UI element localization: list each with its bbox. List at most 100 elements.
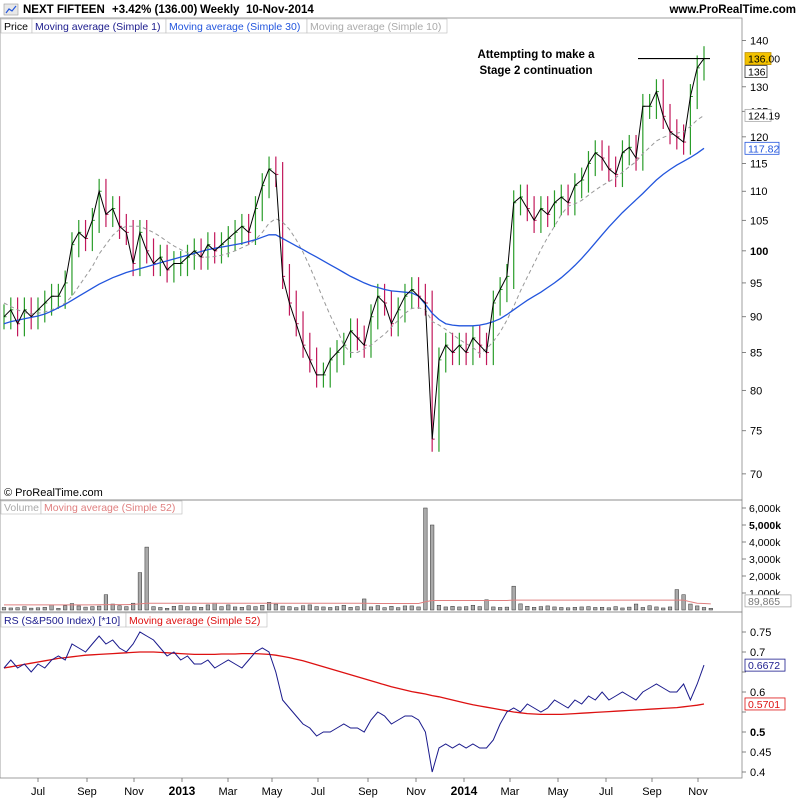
volume-bar — [212, 602, 217, 611]
price-tick-label: 120 — [750, 132, 768, 144]
x-tick-label: Jul — [311, 786, 325, 798]
chart-icon — [5, 5, 17, 14]
rs-panel-frame — [0, 611, 743, 779]
volume-bar — [233, 606, 238, 611]
volume-bar — [701, 607, 707, 611]
x-tick-label: Mar — [501, 786, 520, 798]
volume-bar — [307, 604, 312, 611]
volume-bar — [477, 606, 482, 611]
volume-bar — [518, 603, 523, 611]
legend-volume-ma: Moving average (Simple 52) — [44, 502, 175, 514]
volume-bar — [382, 607, 387, 611]
legend-rs-ma: Moving average (Simple 52) — [129, 615, 260, 627]
price-tick-label: 95 — [750, 278, 762, 290]
last-rs-ma-label: 0.5701 — [748, 699, 780, 711]
volume-bar — [226, 604, 231, 611]
volume-bar — [586, 606, 591, 611]
ma10-line — [3, 114, 705, 355]
volume-bar — [314, 606, 319, 611]
volume-bar — [552, 606, 557, 611]
volume-bar — [22, 606, 27, 611]
volume-bar — [260, 604, 265, 611]
volume-bar — [559, 607, 564, 611]
volume-bar — [491, 606, 496, 611]
volume-bar — [633, 603, 639, 611]
last-rs-label: 0.6672 — [748, 660, 780, 672]
volume-bar — [280, 605, 285, 611]
price-tick-label: 85 — [750, 347, 762, 359]
rs-tick-label: 0.75 — [750, 627, 771, 639]
volume-bar — [97, 605, 102, 611]
price-tick-label: 130 — [750, 82, 768, 94]
copyright-label: © ProRealTime.com — [4, 487, 103, 499]
annotation-line-1: Attempting to make a — [478, 49, 596, 61]
price-tick-label: 80 — [750, 385, 762, 397]
volume-bar — [178, 605, 183, 611]
volume-tick-label: 6,000k — [749, 503, 781, 515]
volume-bar — [688, 603, 693, 611]
volume-bar — [436, 604, 442, 611]
volume-bar — [464, 606, 469, 611]
price-change: +3.42% (136.00) — [112, 4, 198, 16]
price-tick-label: 75 — [750, 426, 762, 438]
axes: 707580859095100105110115120125130140136.… — [31, 35, 792, 798]
rs-ma-line — [3, 651, 705, 716]
volume-bar — [606, 607, 611, 611]
x-tick-label: May — [548, 786, 569, 798]
volume-bar — [287, 606, 292, 611]
volume-bar — [334, 606, 340, 611]
volume-bar — [566, 607, 571, 611]
x-tick-label: 2013 — [169, 784, 196, 798]
volume-bar — [647, 605, 652, 611]
volume-bar — [117, 605, 122, 611]
last-ma10-label: 124.19 — [748, 110, 780, 122]
volume-bar — [348, 607, 353, 611]
volume-plot — [1, 507, 713, 611]
volume-bar — [695, 605, 700, 611]
rs-legend: RS (S&P500 Index) [*10] Moving average (… — [0, 612, 268, 628]
volume-bar — [165, 608, 170, 611]
last-ma1-label: 136 — [748, 67, 766, 79]
volume-bar — [600, 607, 605, 611]
last-rs-ma-label-box — [744, 697, 786, 711]
ma30-line — [3, 147, 705, 327]
price-legend: Price Moving average (Simple 1) Moving a… — [0, 18, 448, 34]
volume-bar — [328, 607, 333, 611]
volume-bar — [661, 607, 666, 611]
rs-tick-label: 0.6 — [750, 687, 765, 699]
volume-bar — [83, 606, 88, 611]
x-tick-label: 2014 — [451, 784, 478, 798]
volume-bar — [110, 603, 115, 611]
last-ma1-label-box — [744, 65, 768, 78]
volume-tick-label: 3,000k — [749, 554, 781, 566]
app-menu-icon[interactable] — [3, 3, 19, 16]
volume-tick-label: 5,000k — [749, 520, 781, 532]
volume-bar — [538, 606, 543, 611]
price-tick-label: 70 — [750, 469, 762, 481]
volume-bar — [294, 607, 299, 611]
volume-bar — [498, 607, 503, 611]
volume-bar — [273, 603, 278, 611]
last-ma10-label-box — [744, 108, 772, 122]
volume-bar — [63, 605, 68, 611]
rs-tick-label: 0.45 — [750, 747, 771, 759]
volume-bar — [151, 606, 156, 611]
last-price-label-box — [744, 52, 772, 65]
price-tick-label: 140 — [750, 35, 768, 47]
x-tick-label: Mar — [219, 786, 238, 798]
volume-bar — [708, 608, 713, 611]
volume-bar — [396, 607, 401, 611]
date-label: 10-Nov-2014 — [246, 4, 314, 16]
volume-bar — [368, 606, 374, 611]
legend-ma1: Moving average (Simple 1) — [35, 21, 160, 33]
volume-bar — [131, 602, 136, 611]
volume-bar — [300, 605, 306, 611]
volume-tick-label: 4,000k — [749, 537, 781, 549]
volume-bar — [266, 602, 272, 611]
header-bar: NEXT FIFTEEN +3.42% (136.00) Weekly 10-N… — [0, 0, 800, 18]
volume-bar — [321, 606, 326, 611]
x-tick-label: May — [262, 786, 283, 798]
volume-bar — [1, 607, 7, 611]
volume-bar — [205, 604, 210, 611]
volume-bar — [185, 606, 190, 611]
